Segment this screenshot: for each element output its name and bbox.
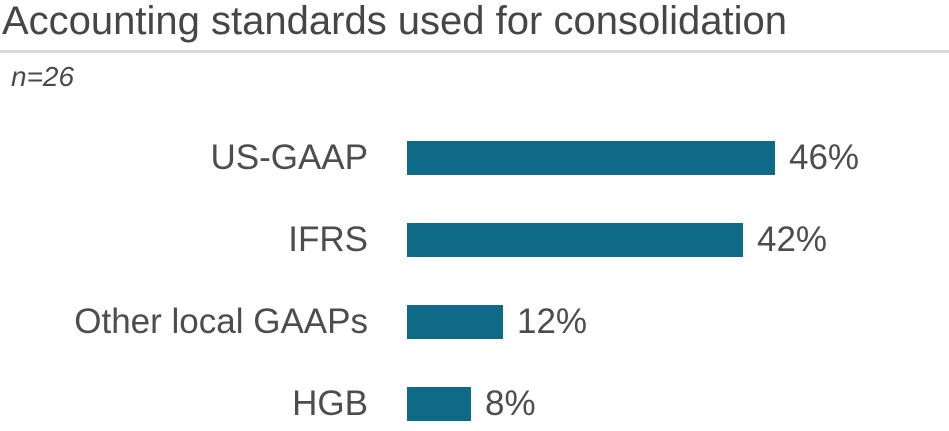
category-label: IFRS [288,220,368,259]
chart-row: Other local GAAPs 12% [0,281,949,363]
bar [407,387,471,421]
category-label: Other local GAAPs [74,302,368,341]
chart-row: US-GAAP 46% [0,117,949,199]
bar [407,305,503,339]
chart-title: Accounting standards used for consolidat… [2,0,787,43]
value-label: 12% [517,302,588,341]
chart-row: HGB 8% [0,363,949,431]
bar [407,141,775,175]
value-label: 46% [789,138,860,177]
bar [407,223,743,257]
value-label: 8% [485,384,536,423]
category-label: US-GAAP [210,138,368,177]
value-label: 42% [757,220,828,259]
category-label: HGB [292,384,368,423]
bar-chart: US-GAAP 46% IFRS 42% Other local GAAPs 12% HGB… [0,117,949,431]
sample-size-label: n=26 [11,61,75,92]
title-divider [0,50,949,53]
chart-row: IFRS 42% [0,199,949,281]
